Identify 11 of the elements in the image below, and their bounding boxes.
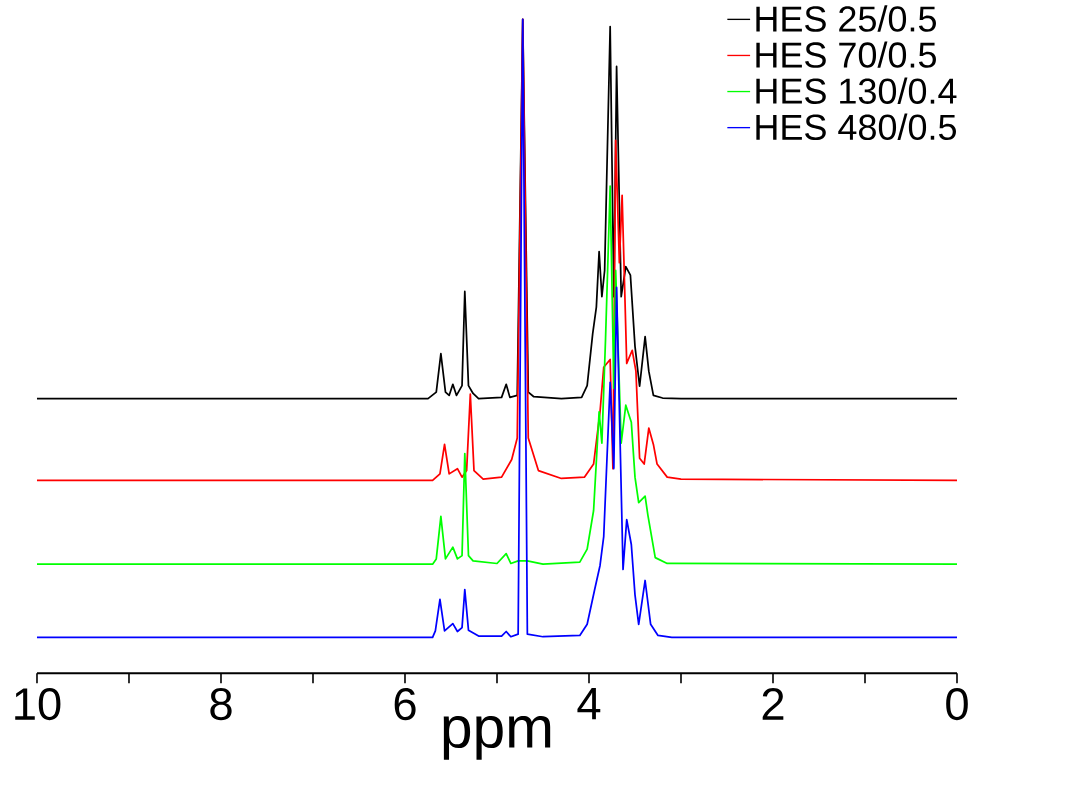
legend-label: HES 480/0.5 — [756, 113, 956, 140]
legend-label: HES 70/0.5 — [756, 41, 936, 68]
x-tick-label: 4 — [577, 687, 601, 720]
x-tick-label: 0 — [946, 687, 968, 720]
legend-label: HES 130/0.4 — [756, 77, 957, 104]
x-tick-label: 8 — [210, 687, 232, 720]
x-axis-title: ppm — [443, 715, 551, 760]
x-tick-label: 10 — [15, 687, 61, 720]
x-tick-label: 2 — [762, 687, 784, 720]
x-tick-label: 6 — [394, 687, 416, 720]
legend-label: HES 25/0.5 — [756, 5, 936, 32]
